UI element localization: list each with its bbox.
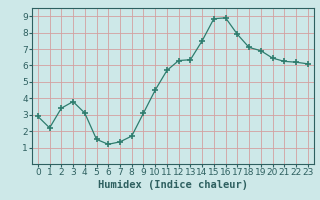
X-axis label: Humidex (Indice chaleur): Humidex (Indice chaleur): [98, 180, 248, 190]
